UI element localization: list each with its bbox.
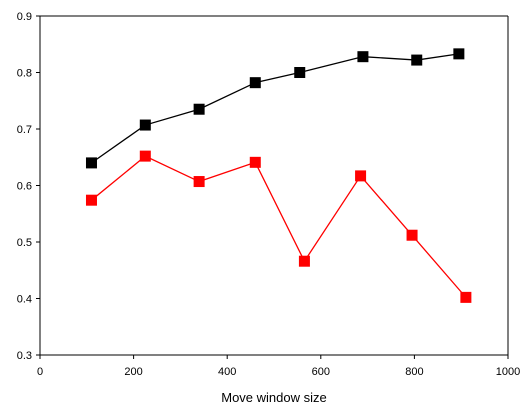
series-2-marker <box>355 170 367 182</box>
series-1-marker <box>294 67 306 78</box>
series-1-marker <box>193 103 205 115</box>
series-2-marker <box>139 150 151 162</box>
series-1-marker <box>453 48 465 60</box>
x-tick-label: 200 <box>124 366 142 378</box>
x-tick-label: 800 <box>405 366 423 378</box>
series-2-marker <box>249 156 261 168</box>
y-tick-label: 0.3 <box>17 350 32 362</box>
y-tick-label: 0.4 <box>17 294 32 306</box>
series <box>85 48 472 303</box>
x-tick-label: 0 <box>37 366 43 378</box>
series-1-marker <box>411 54 423 66</box>
y-tick-label: 0.6 <box>17 181 32 193</box>
y-tick-label: 0.9 <box>17 11 32 23</box>
x-axis-title: Move window size <box>221 390 327 405</box>
series-1-line <box>91 53 459 164</box>
ticks: 0 200 400 600 800 1000 0.3 0.4 0.5 0.6 0.7 0.8 0.9 <box>17 11 521 378</box>
series-2-marker <box>406 229 418 241</box>
x-tick-label: 400 <box>218 366 236 378</box>
series-1-marker <box>85 157 97 169</box>
x-tick-label: 1000 <box>496 366 520 378</box>
series-2-marker <box>298 255 310 267</box>
series-2-marker <box>85 194 97 206</box>
series-2-marker <box>193 176 205 188</box>
series-1-marker <box>357 51 369 63</box>
series-1-marker <box>139 119 151 131</box>
series-2-line <box>91 155 467 298</box>
x-tick-label: 600 <box>312 366 330 378</box>
y-tick-label: 0.8 <box>17 68 32 80</box>
series-2-marker <box>460 291 472 303</box>
y-tick-label: 0.5 <box>17 237 32 249</box>
y-tick-label: 0.7 <box>17 124 32 136</box>
series-1-marker <box>249 77 261 89</box>
